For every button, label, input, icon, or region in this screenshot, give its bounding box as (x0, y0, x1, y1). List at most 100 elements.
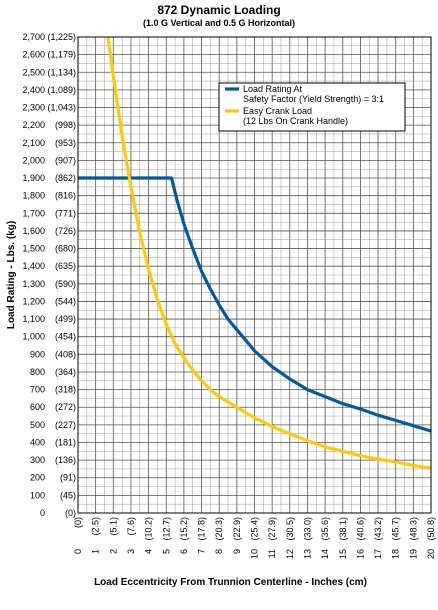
x-tick-label: 18 (391, 549, 401, 559)
x-axis-ticks: (0) 0 (2.5) 1 (5.1) 2 (7.6) 3 (10.2) 4 (12.7) 5 (15.… (73, 517, 436, 559)
chart-subtitle: (1.0 G Vertical and 0.5 G Horizontal) (142, 18, 296, 28)
y-tick-label-kg: (318) (55, 385, 76, 395)
y-tick-label-kg: (544) (55, 296, 76, 306)
y-tick-label-kg: (1,043) (47, 103, 76, 113)
y-tick-label-kg: (1,089) (47, 85, 76, 95)
x-tick-label: 1 (91, 549, 101, 554)
x-tick-label: 17 (373, 549, 383, 559)
x-tick-label: 7 (197, 549, 207, 554)
x-tick-label-cm: (45.7) (391, 517, 401, 541)
x-tick-label-cm: (2.5) (91, 517, 101, 536)
x-tick-label-cm: (12.7) (161, 517, 171, 541)
y-tick-label: 2,300 (22, 103, 45, 113)
y-tick-label: 100 (30, 490, 45, 500)
y-tick-label-kg: (181) (55, 437, 76, 447)
y-tick-label: 1,200 (22, 296, 45, 306)
chart-title: 872 Dynamic Loading (157, 3, 281, 17)
y-tick-label-kg: (408) (55, 349, 76, 359)
y-tick-label-kg: (816) (55, 191, 76, 201)
y-tick-label: 200 (30, 473, 45, 483)
legend-label: Safety Factor (Yield Strength) = 3:1 (243, 94, 384, 104)
y-tick-label: 2,600 (22, 50, 45, 60)
x-tick-label-cm: (15.2) (179, 517, 189, 541)
y-tick-label: 1,400 (22, 261, 45, 271)
x-tick-label: 13 (302, 549, 312, 559)
y-tick-label-kg: (0) (65, 508, 76, 518)
x-tick-label-cm: (22.9) (232, 517, 242, 541)
x-tick-label-cm: (35.6) (320, 517, 330, 541)
x-tick-label-cm: (7.6) (126, 517, 136, 536)
plot-frame (77, 36, 432, 514)
y-tick-label-kg: (454) (55, 332, 76, 342)
x-tick-label-cm: (20.3) (214, 517, 224, 541)
y-tick-label: 2,500 (22, 67, 45, 77)
y-tick-label: 1,700 (22, 208, 45, 218)
y-tick-label: 2,700 (22, 32, 45, 42)
y-tick-label-kg: (1,225) (47, 32, 76, 42)
y-tick-label-kg: (1,134) (47, 67, 76, 77)
y-tick-label-kg: (635) (55, 261, 76, 271)
x-tick-label: 10 (250, 549, 260, 559)
y-tick-label-kg: (953) (55, 138, 76, 148)
y-tick-label-kg: (680) (55, 244, 76, 254)
y-tick-label-kg: (590) (55, 279, 76, 289)
x-tick-label-cm: (50.8) (426, 517, 436, 541)
x-tick-label: 19 (408, 549, 418, 559)
x-tick-label: 5 (161, 549, 171, 554)
x-tick-label-cm: (38.1) (338, 517, 348, 541)
y-tick-label: 300 (30, 455, 45, 465)
y-tick-label: 2,200 (22, 120, 45, 130)
x-tick-label-cm: (27.9) (267, 517, 277, 541)
y-tick-label: 900 (30, 349, 45, 359)
y-tick-label-kg: (136) (55, 455, 76, 465)
x-tick-label: 2 (108, 549, 118, 554)
x-tick-label: 3 (126, 549, 136, 554)
y-tick-label-kg: (364) (55, 367, 76, 377)
x-tick-label-cm: (17.8) (197, 517, 207, 541)
y-tick-label: 2,000 (22, 155, 45, 165)
y-tick-label-kg: (91) (60, 473, 76, 483)
y-tick-label-kg: (726) (55, 226, 76, 236)
y-tick-label-kg: (227) (55, 420, 76, 430)
y-tick-label: 1,600 (22, 226, 45, 236)
x-tick-label: 0 (73, 549, 83, 554)
x-tick-label-cm: (33.0) (302, 517, 312, 541)
y-tick-label: 500 (30, 420, 45, 430)
x-tick-label: 8 (214, 549, 224, 554)
y-tick-label-kg: (998) (55, 120, 76, 130)
y-tick-label: 400 (30, 437, 45, 447)
y-tick-label-kg: (272) (55, 402, 76, 412)
series-line-2 (106, 37, 431, 470)
y-tick-label-kg: (45) (60, 490, 76, 500)
y-tick-label: 1,300 (22, 279, 45, 289)
legend-label: (12 Lbs On Crank Handle) (243, 116, 348, 126)
x-tick-label-cm: (5.1) (108, 517, 118, 536)
y-tick-label-kg: (771) (55, 208, 76, 218)
x-tick-label-cm: (25.4) (250, 517, 260, 541)
y-tick-label-kg: (862) (55, 173, 76, 183)
chart-grid (77, 36, 432, 514)
x-tick-label: 20 (426, 549, 436, 559)
y-tick-label: 1,000 (22, 332, 45, 342)
x-tick-label-cm: (43.2) (373, 517, 383, 541)
x-tick-label: 4 (144, 549, 154, 554)
y-axis-ticks: 0 (0) 100 (45) 200 (91) 300 (136) 400 (181) 500 (22… (22, 32, 76, 518)
series-line-1 (78, 176, 431, 433)
x-tick-label-cm: (0) (73, 517, 83, 528)
y-axis-label: Load Rating - Lbs. (kg) (6, 221, 17, 329)
x-tick-label: 12 (285, 549, 295, 559)
y-tick-label: 2,400 (22, 85, 45, 95)
y-tick-label: 800 (30, 367, 45, 377)
y-tick-label: 1,800 (22, 191, 45, 201)
x-tick-label: 9 (232, 549, 242, 554)
series-layer (78, 37, 431, 470)
y-tick-label-kg: (499) (55, 314, 76, 324)
y-tick-label: 1,100 (22, 314, 45, 324)
y-tick-label: 0 (40, 508, 45, 518)
y-tick-label: 1,500 (22, 244, 45, 254)
legend-label: Easy Crank Load (243, 106, 312, 116)
y-tick-label-kg: (1,179) (47, 50, 76, 60)
x-tick-label-cm: (40.6) (355, 517, 365, 541)
